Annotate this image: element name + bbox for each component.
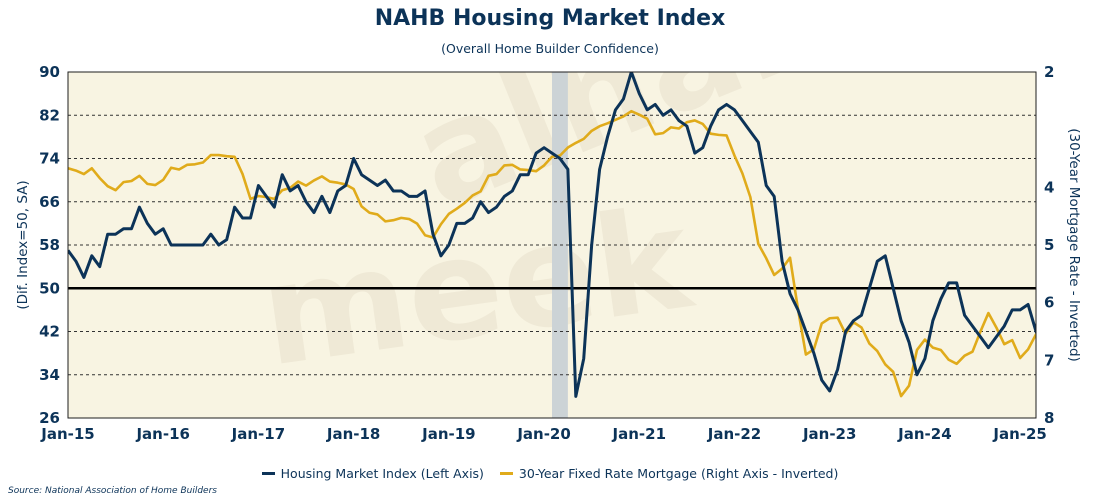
left-tick-label: 90 — [39, 63, 60, 81]
right-axis-title: (30-Year Mortgage Rate - Inverted) — [1066, 128, 1082, 362]
left-tick-label: 74 — [39, 150, 60, 168]
legend: Housing Market Index (Left Axis) 30-Year… — [0, 463, 1100, 481]
series-line-hmi — [68, 72, 1036, 398]
left-axis-title: (Dif. Index=50, SA) — [15, 180, 31, 309]
x-tick-label: Jan-16 — [135, 425, 189, 443]
x-tick-label: Jan-24 — [897, 425, 951, 443]
x-tick-label: Jan-17 — [231, 425, 285, 443]
right-tick-label: 2 — [1044, 63, 1054, 81]
left-tick-label: 82 — [39, 106, 60, 124]
x-tick-label: Jan-25 — [992, 425, 1046, 443]
x-tick-label: Jan-21 — [612, 425, 666, 443]
chart-title: NAHB Housing Market Index — [374, 6, 726, 31]
x-tick-label: Jan-23 — [802, 425, 856, 443]
left-axis: 26 34 42 50 58 66 74 82 90 — [39, 63, 60, 427]
x-tick-label: Jan-22 — [707, 425, 761, 443]
left-tick-label: 58 — [39, 236, 60, 254]
source-note: Source: National Association of Home Bui… — [8, 486, 217, 496]
left-tick-label: 66 — [39, 193, 60, 211]
left-tick-label: 34 — [39, 366, 60, 384]
x-tick-label: Jan-20 — [516, 425, 570, 443]
left-tick-label: 50 — [39, 279, 60, 297]
x-axis: Jan-15 Jan-16 Jan-17 Jan-18 Jan-19 Jan-20 Jan-… — [40, 425, 1047, 443]
left-tick-label: 42 — [39, 323, 60, 341]
legend-label-mortgage: 30-Year Fixed Rate Mortgage (Right Axis … — [518, 466, 839, 481]
legend-label-hmi: Housing Market Index (Left Axis) — [280, 466, 484, 481]
legend-item-mortgage: 30-Year Fixed Rate Mortgage (Right Axis … — [499, 466, 839, 481]
gridlines — [68, 114, 1036, 376]
right-tick-label: 7 — [1044, 351, 1054, 369]
legend-swatch-mortgage — [499, 472, 513, 475]
plot-border — [67, 71, 1037, 419]
x-tick-label: Jan-19 — [421, 425, 475, 443]
x-tick-label: Jan-18 — [326, 425, 380, 443]
right-tick-label: 8 — [1044, 409, 1054, 427]
x-tick-label: Jan-15 — [40, 425, 94, 443]
right-tick-label: 5 — [1044, 236, 1054, 254]
right-axis: 2 4 5 6 7 8 — [1044, 63, 1054, 427]
legend-swatch-hmi — [261, 472, 275, 475]
right-tick-label: 4 — [1044, 178, 1054, 196]
left-tick-label: 26 — [39, 409, 60, 427]
chart-subtitle: (Overall Home Builder Confidence) — [441, 41, 659, 56]
right-tick-label: 6 — [1044, 294, 1054, 312]
legend-item-hmi: Housing Market Index (Left Axis) — [261, 466, 484, 481]
